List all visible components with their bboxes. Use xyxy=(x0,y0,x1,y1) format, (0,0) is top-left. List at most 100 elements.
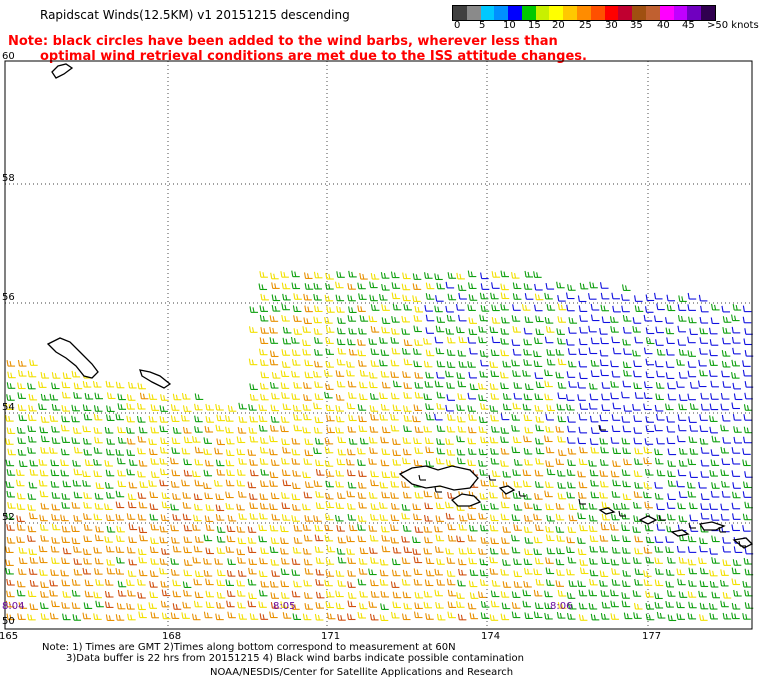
barb-flag xyxy=(502,403,505,410)
barb-flag xyxy=(272,504,275,510)
barb-flag xyxy=(336,380,339,387)
barb-flag xyxy=(82,479,85,487)
barb-flag xyxy=(613,471,616,477)
barb-flag xyxy=(523,283,526,290)
barb-flag xyxy=(340,437,343,443)
barb-flag xyxy=(249,306,252,313)
wind-barb xyxy=(600,369,609,377)
wind-barb xyxy=(666,337,675,344)
wind-barb xyxy=(381,448,391,455)
wind-barb xyxy=(82,470,91,477)
barb-flag xyxy=(335,393,338,401)
barb-flag xyxy=(538,448,541,454)
barb-flag xyxy=(591,460,594,467)
wind-barb xyxy=(401,512,410,520)
barb-flag xyxy=(345,458,349,465)
wind-barb xyxy=(436,447,446,455)
barb-flag xyxy=(18,414,21,421)
barb-flag xyxy=(379,502,382,509)
barb-flag xyxy=(395,439,398,445)
wind-barb xyxy=(489,480,498,487)
barb-flag xyxy=(181,414,184,421)
wind-barb xyxy=(533,360,543,368)
barb-flag xyxy=(53,460,56,466)
wind-barb xyxy=(643,403,652,411)
barb-flag xyxy=(315,469,318,476)
barb-flag xyxy=(120,470,123,476)
wind-barb xyxy=(511,446,521,454)
wind-barb xyxy=(590,337,600,345)
barb-flag xyxy=(623,503,627,509)
barb-flag xyxy=(328,471,331,477)
barb-flag xyxy=(206,449,209,455)
wind-barb xyxy=(313,370,322,378)
wind-barb xyxy=(479,314,488,322)
barb-flag xyxy=(151,416,154,422)
barb-flag xyxy=(338,394,341,401)
barb-flag xyxy=(545,460,548,467)
barb-flag xyxy=(535,381,538,388)
barb-flag xyxy=(478,336,481,343)
barb-flag xyxy=(526,448,529,455)
wind-barb xyxy=(700,305,709,313)
barb-flag xyxy=(51,425,54,433)
wind-barb xyxy=(612,347,622,355)
barb-flag xyxy=(259,314,262,322)
wind-barb xyxy=(402,272,411,280)
barb-flag xyxy=(450,415,453,421)
wind-barb xyxy=(51,492,61,499)
barb-flag xyxy=(295,306,298,312)
wind-barb xyxy=(500,283,509,291)
barb-flag xyxy=(196,504,200,510)
barb-flag xyxy=(676,381,679,388)
barb-flag xyxy=(424,305,427,312)
barb-flag xyxy=(49,415,52,422)
barb-flag xyxy=(269,326,272,334)
colorbar-swatch xyxy=(590,6,605,20)
barb-flag xyxy=(316,294,319,301)
barb-flag xyxy=(360,516,363,522)
barb-flag xyxy=(9,360,12,367)
barb-flag xyxy=(129,395,133,401)
barb-flag xyxy=(724,351,727,357)
barb-flag xyxy=(118,382,121,388)
wind-barb xyxy=(523,393,533,401)
barb-flag xyxy=(153,472,156,478)
barb-flag xyxy=(272,481,275,487)
wind-barb xyxy=(325,337,334,344)
wind-barb xyxy=(546,404,555,412)
barb-flag xyxy=(294,359,298,366)
barb-flag xyxy=(349,470,353,476)
colorbar-swatch xyxy=(659,6,674,20)
barb-flag xyxy=(262,438,266,444)
wind-barb xyxy=(435,325,445,333)
barb-flag xyxy=(439,392,442,398)
barb-flag xyxy=(140,436,143,443)
colorbar-swatch xyxy=(618,6,633,20)
barb-flag xyxy=(479,350,482,357)
barb-flag xyxy=(382,337,385,344)
wind-barb xyxy=(467,437,476,445)
wind-barb xyxy=(676,480,685,488)
wind-barb xyxy=(446,361,456,368)
barb-flag xyxy=(459,458,463,464)
wind-barb xyxy=(313,426,323,434)
wind-barb xyxy=(489,436,499,444)
wind-barb xyxy=(456,272,465,280)
wind-barb xyxy=(633,415,642,422)
barb-flag xyxy=(325,348,328,355)
wind-barb xyxy=(425,293,435,300)
wind-barb xyxy=(7,371,16,379)
wind-barb xyxy=(632,325,641,333)
barb-flag xyxy=(368,381,372,388)
wind-barb xyxy=(249,306,259,313)
wind-barb xyxy=(423,393,432,400)
barb-flag xyxy=(548,426,551,433)
barb-flag xyxy=(120,427,123,433)
barb-flag xyxy=(302,426,305,433)
wind-barb xyxy=(83,448,92,456)
wind-barb xyxy=(127,501,137,509)
barb-flag xyxy=(666,294,669,301)
barb-flag xyxy=(346,490,349,497)
barb-flag xyxy=(721,480,724,488)
